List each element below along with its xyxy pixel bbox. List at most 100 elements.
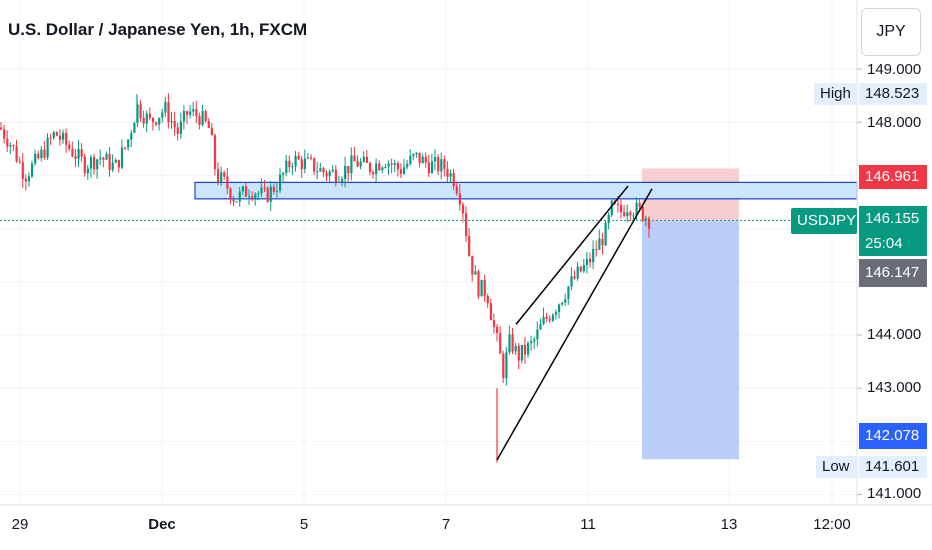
- candle-body: [260, 187, 263, 194]
- candle-body: [127, 139, 130, 148]
- candle-body: [477, 271, 480, 297]
- candle-body: [331, 169, 334, 172]
- candle-body: [173, 120, 176, 128]
- candle-body: [471, 255, 474, 275]
- candle-body: [303, 158, 306, 169]
- candle-body: [629, 212, 632, 216]
- price-axis[interactable]: [0, 0, 932, 506]
- symbol-tag: USDJPY: [791, 208, 857, 234]
- candle-body: [641, 206, 644, 221]
- candle-body: [322, 168, 325, 173]
- candle-body: [55, 132, 58, 136]
- candle-body: [461, 204, 465, 214]
- candle-body: [443, 159, 446, 169]
- candle-body: [161, 112, 164, 118]
- candle-body: [117, 159, 120, 168]
- candle-body: [517, 345, 520, 361]
- candle-body: [319, 168, 322, 172]
- candle-body: [601, 238, 604, 246]
- candle-body: [483, 279, 486, 297]
- drawings[interactable]: [496, 185, 653, 461]
- price-tick-141: 141.000: [867, 485, 922, 502]
- candle-body: [148, 113, 151, 118]
- candle-body: [130, 132, 133, 140]
- candle-body: [15, 146, 18, 162]
- candle-body: [89, 157, 93, 169]
- candle-body: [362, 156, 365, 162]
- stop-price-tag: 146.961: [859, 165, 927, 189]
- candle-body: [418, 152, 421, 164]
- candle-body: [111, 162, 114, 170]
- candle-body: [99, 157, 102, 160]
- low-label: Low: [816, 456, 858, 478]
- candle-body: [530, 341, 533, 344]
- candle-body: [40, 149, 43, 159]
- candle-body: [282, 173, 285, 175]
- candle-body: [291, 166, 294, 168]
- candle-body: [164, 101, 167, 113]
- candle-body: [0, 127, 3, 130]
- candle-body: [350, 155, 353, 174]
- currency-button[interactable]: JPY: [861, 8, 921, 56]
- candle-body: [496, 327, 499, 334]
- time-label-dec: Dec: [148, 516, 176, 533]
- candle-body: [201, 111, 204, 125]
- candle-body: [275, 190, 279, 192]
- candle-body: [226, 176, 229, 189]
- candle-body: [440, 159, 443, 172]
- candle-body: [232, 199, 235, 202]
- candle-body: [567, 286, 570, 300]
- candle-body: [406, 163, 409, 168]
- candle-body: [34, 153, 37, 164]
- candle-body: [480, 279, 483, 297]
- candle-body: [353, 155, 356, 162]
- candle-body: [195, 109, 198, 117]
- candle-body: [536, 329, 539, 340]
- candle-body: [409, 155, 412, 164]
- candle-body: [623, 212, 626, 217]
- price-tick-144: 144.000: [867, 326, 922, 343]
- candle-body: [71, 148, 74, 157]
- candle-body: [334, 169, 337, 183]
- candle-body: [607, 214, 610, 224]
- candle-body: [632, 215, 635, 217]
- candle-body: [403, 167, 406, 174]
- candle-body: [415, 152, 418, 155]
- candle-body: [554, 312, 558, 315]
- time-label-13: 13: [720, 516, 738, 533]
- candle-body: [58, 135, 62, 140]
- candle-body: [244, 186, 248, 197]
- target-price-tag: 142.078: [859, 423, 927, 449]
- candle-body: [68, 144, 71, 149]
- candle-body: [170, 120, 173, 123]
- candle-body: [589, 258, 592, 263]
- time-label-5: 5: [299, 516, 309, 533]
- candle-body: [437, 156, 440, 172]
- time-label-11: 11: [580, 516, 596, 533]
- candle-body: [46, 137, 49, 158]
- candle-body: [266, 188, 269, 202]
- candle-body: [96, 159, 99, 170]
- candle-body: [86, 168, 89, 174]
- candle-body: [514, 345, 517, 352]
- entry-price-tag: 146.147: [859, 259, 927, 287]
- candle-body: [83, 156, 86, 174]
- candle-body: [502, 353, 505, 379]
- candle-body: [108, 153, 111, 170]
- candle-body: [551, 314, 554, 321]
- candle-body: [533, 339, 536, 342]
- candle-body: [446, 168, 449, 177]
- candle-body: [347, 165, 350, 174]
- candle-body: [151, 117, 155, 123]
- candle-body: [452, 173, 455, 187]
- candle-body: [74, 156, 77, 159]
- candle-body: [505, 352, 508, 379]
- candle-body: [598, 238, 601, 250]
- candle-body: [486, 296, 489, 304]
- candle-body: [638, 202, 641, 207]
- candle-body: [114, 159, 117, 163]
- candle-body: [213, 135, 217, 170]
- candle-body: [545, 317, 548, 319]
- candle-body: [570, 276, 573, 287]
